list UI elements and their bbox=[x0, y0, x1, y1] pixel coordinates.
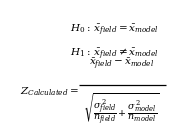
Text: $Z_{Calculated} =$: $Z_{Calculated} =$ bbox=[20, 85, 79, 98]
Text: $H_1:\: \bar{x}_{field} \neq \bar{x}_{model}$: $H_1:\: \bar{x}_{field} \neq \bar{x}_{mo… bbox=[70, 47, 159, 62]
Text: $\bar{x}_{field} - \bar{x}_{model}$: $\bar{x}_{field} - \bar{x}_{model}$ bbox=[89, 57, 154, 72]
Text: $H_0:\: \bar{x}_{field} = \bar{x}_{model}$: $H_0:\: \bar{x}_{field} = \bar{x}_{model… bbox=[70, 23, 159, 38]
Text: $\sqrt{\dfrac{\sigma_{field}^{\,2}}{n_{field}} + \dfrac{\sigma_{model}^{\,2}}{n_: $\sqrt{\dfrac{\sigma_{field}^{\,2}}{n_{f… bbox=[83, 92, 159, 127]
